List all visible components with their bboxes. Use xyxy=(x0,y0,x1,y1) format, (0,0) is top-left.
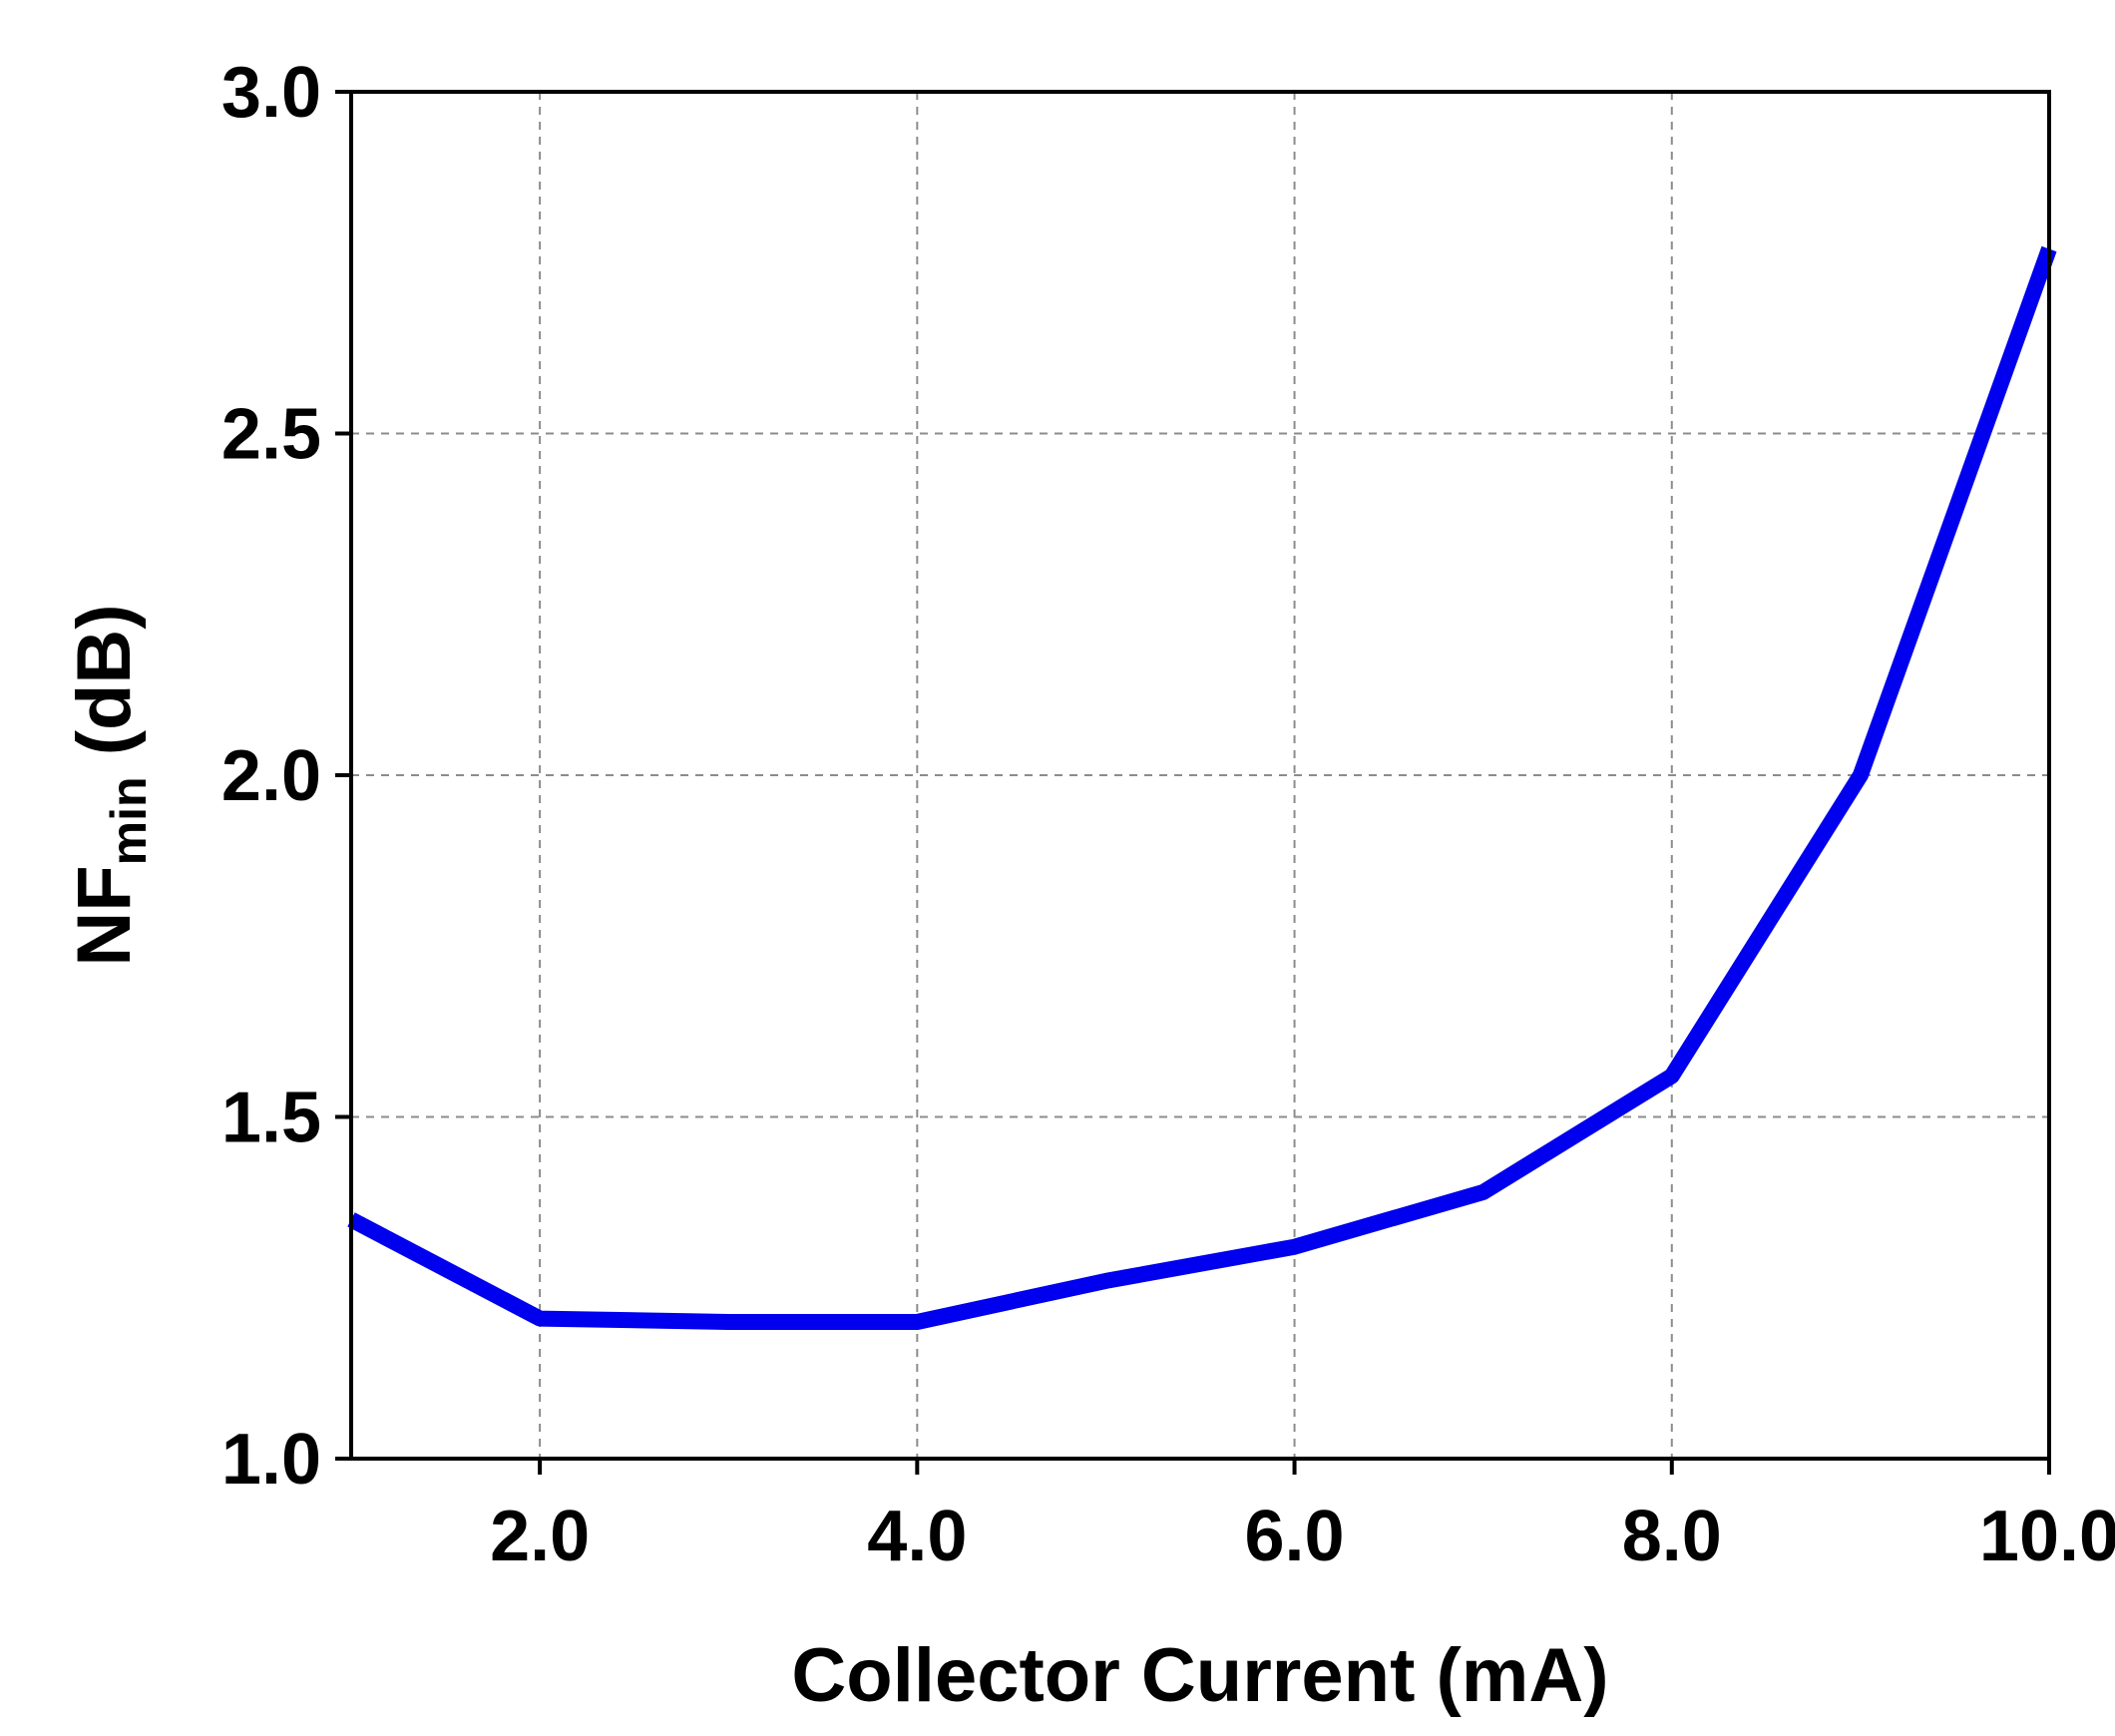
x-tick-label: 8.0 xyxy=(1622,1497,1722,1576)
y-axis-title: NFmin (dB) xyxy=(62,604,157,966)
series-layer xyxy=(347,245,2057,1330)
y-axis-title-main: NF xyxy=(62,865,147,966)
y-axis-title-subscript: min xyxy=(101,776,157,865)
y-axis-title-unit: (dB) xyxy=(62,604,147,776)
x-tick-label: 10.0 xyxy=(1979,1497,2115,1576)
tick-marks xyxy=(335,90,2051,1475)
x-tick-label: 6.0 xyxy=(1245,1497,1345,1576)
grid xyxy=(351,92,2049,1459)
y-tick-label: 2.0 xyxy=(221,736,321,816)
series-line xyxy=(347,245,2057,1330)
x-tick-label: 4.0 xyxy=(867,1497,967,1576)
x-tick-label: 2.0 xyxy=(490,1497,590,1576)
x-tick-labels: 2.0 4.0 6.0 8.0 10.0 xyxy=(490,1497,2115,1576)
x-axis-title: Collector Current (mA) xyxy=(791,1633,1608,1718)
y-tick-label: 3.0 xyxy=(221,53,321,133)
y-tick-label: 1.0 xyxy=(221,1420,321,1500)
y-tick-labels: 1.0 1.5 2.0 2.5 3.0 xyxy=(221,53,321,1500)
y-tick-label: 1.5 xyxy=(221,1079,321,1158)
y-tick-label: 2.5 xyxy=(221,395,321,475)
